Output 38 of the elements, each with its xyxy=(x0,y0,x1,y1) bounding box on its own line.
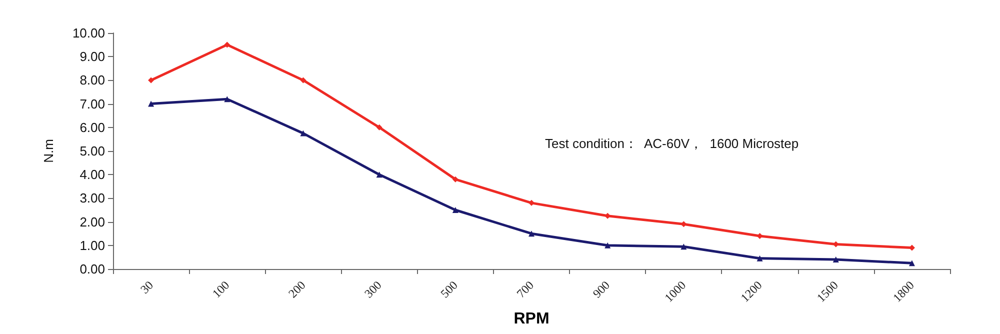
point xyxy=(528,230,534,237)
x-tick-label: 30 xyxy=(138,278,156,296)
y-tick-label: 2.00 xyxy=(80,214,105,230)
point xyxy=(756,255,763,262)
y-tick-label: 3.00 xyxy=(80,190,105,206)
y-tick-label: 1.00 xyxy=(80,238,105,253)
point xyxy=(452,207,458,213)
point xyxy=(832,256,839,263)
y-tick-label: 5.00 xyxy=(80,144,105,158)
y-tick-label: 7.00 xyxy=(80,96,105,112)
y-tick-label: 9.00 xyxy=(80,49,105,64)
x-tick-label: 900 xyxy=(590,278,613,301)
point xyxy=(148,100,154,107)
point xyxy=(300,130,306,136)
annotation: Test condition： AC-60V， 1600 Microstep xyxy=(545,136,799,151)
point xyxy=(452,176,458,182)
x-tick-label: 500 xyxy=(438,278,460,301)
point xyxy=(300,77,306,84)
y-tick-label: 8.00 xyxy=(80,72,105,88)
y-tick-label: 4.00 xyxy=(80,167,105,182)
point xyxy=(908,260,915,266)
point xyxy=(376,172,382,178)
point xyxy=(680,244,687,250)
point xyxy=(224,42,230,48)
y-tick-label: 10.00 xyxy=(72,26,105,40)
y-tick-label: 6.00 xyxy=(80,120,105,135)
x-tick-label: 300 xyxy=(362,278,384,301)
point xyxy=(224,96,230,102)
point xyxy=(376,124,382,130)
point xyxy=(148,77,154,84)
x-tick-label: 100 xyxy=(209,278,232,301)
x-tick-label: 200 xyxy=(286,278,308,301)
y-tick-label: 0.00 xyxy=(80,262,105,276)
point xyxy=(604,242,611,248)
x-axis-title: RPM xyxy=(514,310,550,328)
y-axis-title: N.m xyxy=(41,139,56,163)
point xyxy=(528,200,534,206)
x-tick-label: 700 xyxy=(514,278,536,301)
